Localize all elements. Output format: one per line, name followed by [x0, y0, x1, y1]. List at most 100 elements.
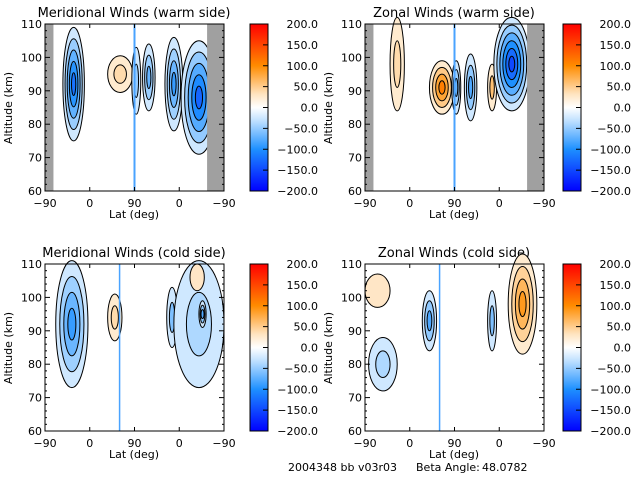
y-tick-label: 110	[21, 18, 42, 31]
colorbar-tick-label: −150.0	[277, 164, 318, 177]
no-data-band	[45, 24, 54, 191]
colorbar-tick-label: −200.0	[590, 185, 631, 198]
colorbar-tick-label: −50.0	[284, 362, 318, 375]
y-tick-label: 70	[348, 152, 362, 165]
contour-level	[189, 263, 205, 292]
x-tick-label: 0	[86, 437, 93, 450]
plot-area: 60 70 80 90 100 110 −90 0 90 0 −90	[21, 258, 236, 450]
x-tick-label: −90	[532, 437, 555, 450]
y-tick-label: 90	[348, 85, 362, 98]
colorbar-tick-label: 200.0	[600, 18, 632, 31]
contour-level	[508, 55, 516, 73]
colorbar-tick-label: 100.0	[287, 300, 319, 313]
x-tick-label: −90	[212, 197, 235, 210]
contour-level	[67, 307, 77, 341]
colorbar-tick-label: 50.0	[607, 81, 632, 94]
panel-zonal-cold: Zonal Winds (cold side) 60 70 80 90 100 110 −9…	[322, 246, 556, 461]
plot-area: 60 70 80 90 100 110 −90 0 90 0 −90	[21, 18, 236, 210]
colorbar: 200.0 150.0 100.0 50.0 0.0 −50.0 −100.0 −150.0 −…	[249, 258, 319, 438]
x-tick-label: −90	[212, 437, 235, 450]
contour-level	[171, 71, 177, 97]
no-data-band	[207, 24, 224, 191]
contour-level	[364, 273, 391, 308]
colorbar-tick-label: 150.0	[287, 279, 319, 292]
colorbar-tick-label: −100.0	[590, 143, 631, 156]
contour-level	[518, 291, 527, 318]
y-tick-label: 110	[341, 18, 362, 31]
y-tick-label: 90	[348, 325, 362, 338]
colorbar-tick-label: 50.0	[607, 321, 632, 334]
colorbar-tick-label: −150.0	[590, 404, 631, 417]
y-axis-label: Altitude (km)	[2, 72, 15, 144]
plot-area: 60 70 80 90 100 110 −90 0 90 0 −90	[341, 16, 556, 210]
x-tick-label: −90	[353, 437, 376, 450]
x-axis-label: Lat (deg)	[429, 208, 479, 221]
panel-title: Zonal Winds (warm side)	[373, 6, 535, 21]
colorbar-tick-label: −150.0	[277, 404, 318, 417]
y-tick-label: 90	[28, 325, 42, 338]
contour-level	[113, 64, 127, 84]
panel-title: Meridional Winds (cold side)	[42, 246, 225, 261]
colorbar-tick-label: −150.0	[590, 164, 631, 177]
contour-level	[194, 85, 204, 110]
x-tick-label: 0	[406, 197, 413, 210]
colorbar-tick-label: −50.0	[597, 122, 631, 135]
x-tick-label: 0	[176, 437, 183, 450]
colorbar-tick-label: 200.0	[287, 258, 319, 271]
y-tick-label: 110	[341, 258, 362, 271]
colorbar-tick-label: 100.0	[600, 300, 632, 313]
panel-meridional-warm: Meridional Winds (warm side) 60 70 80 90 100…	[2, 6, 236, 221]
contour-level	[200, 309, 205, 320]
contour-level	[185, 291, 212, 357]
colorbar-tick-label: 0.0	[301, 342, 319, 355]
contour-level	[489, 75, 495, 100]
x-tick-label: 90	[128, 197, 142, 210]
y-tick-label: 70	[348, 392, 362, 405]
y-tick-label: 80	[28, 118, 42, 131]
footer-run-id: 2004348 bb v03r03	[288, 461, 397, 474]
x-axis-label: Lat (deg)	[429, 448, 479, 461]
x-axis-label: Lat (deg)	[109, 208, 159, 221]
contour-level	[110, 305, 119, 330]
no-data-band	[527, 24, 544, 191]
y-tick-label: 100	[341, 51, 362, 64]
colorbar-tick-label: 200.0	[287, 18, 319, 31]
y-tick-label: 60	[28, 185, 42, 198]
contour-level	[70, 72, 77, 96]
y-axis-label: Altitude (km)	[2, 312, 15, 384]
colorbar-tick-label: −200.0	[277, 185, 318, 198]
colorbar-tick-label: 0.0	[614, 102, 632, 115]
y-tick-label: 60	[28, 425, 42, 438]
colorbar-tick-label: 0.0	[614, 342, 632, 355]
colorbar-tick-label: −200.0	[277, 425, 318, 438]
x-tick-label: −90	[33, 197, 56, 210]
panel-title: Meridional Winds (warm side)	[38, 6, 231, 21]
y-tick-label: 60	[348, 185, 362, 198]
y-tick-label: 100	[21, 51, 42, 64]
y-tick-label: 80	[348, 118, 362, 131]
colorbar-tick-label: 100.0	[287, 60, 319, 73]
colorbar-tick-label: 200.0	[600, 258, 632, 271]
y-tick-label: 110	[21, 258, 42, 271]
plot-area: 60 70 80 90 100 110 −90 0 90 0 −90	[341, 253, 556, 450]
y-axis-label: Altitude (km)	[322, 312, 335, 384]
panel-zonal-warm: Zonal Winds (warm side) 60 70 80 90 100 110 −9…	[322, 6, 556, 221]
y-tick-label: 80	[28, 358, 42, 371]
colorbar-tick-label: 150.0	[600, 39, 632, 52]
contour-level	[489, 305, 495, 337]
y-tick-label: 90	[28, 85, 42, 98]
panel-title: Zonal Winds (cold side)	[378, 246, 530, 261]
colorbar-tick-label: −100.0	[277, 143, 318, 156]
y-tick-label: 70	[28, 392, 42, 405]
x-tick-label: 90	[448, 437, 462, 450]
colorbar-tick-label: −100.0	[590, 383, 631, 396]
contour-level	[375, 350, 391, 379]
x-tick-label: 0	[176, 197, 183, 210]
footer-beta-value: 48.0782	[482, 461, 528, 474]
colorbar-tick-label: 150.0	[600, 279, 632, 292]
y-tick-label: 60	[348, 425, 362, 438]
no-data-bands	[365, 24, 544, 191]
colorbar-tick-label: 0.0	[301, 102, 319, 115]
contour-level	[438, 80, 446, 95]
x-tick-label: 90	[448, 197, 462, 210]
